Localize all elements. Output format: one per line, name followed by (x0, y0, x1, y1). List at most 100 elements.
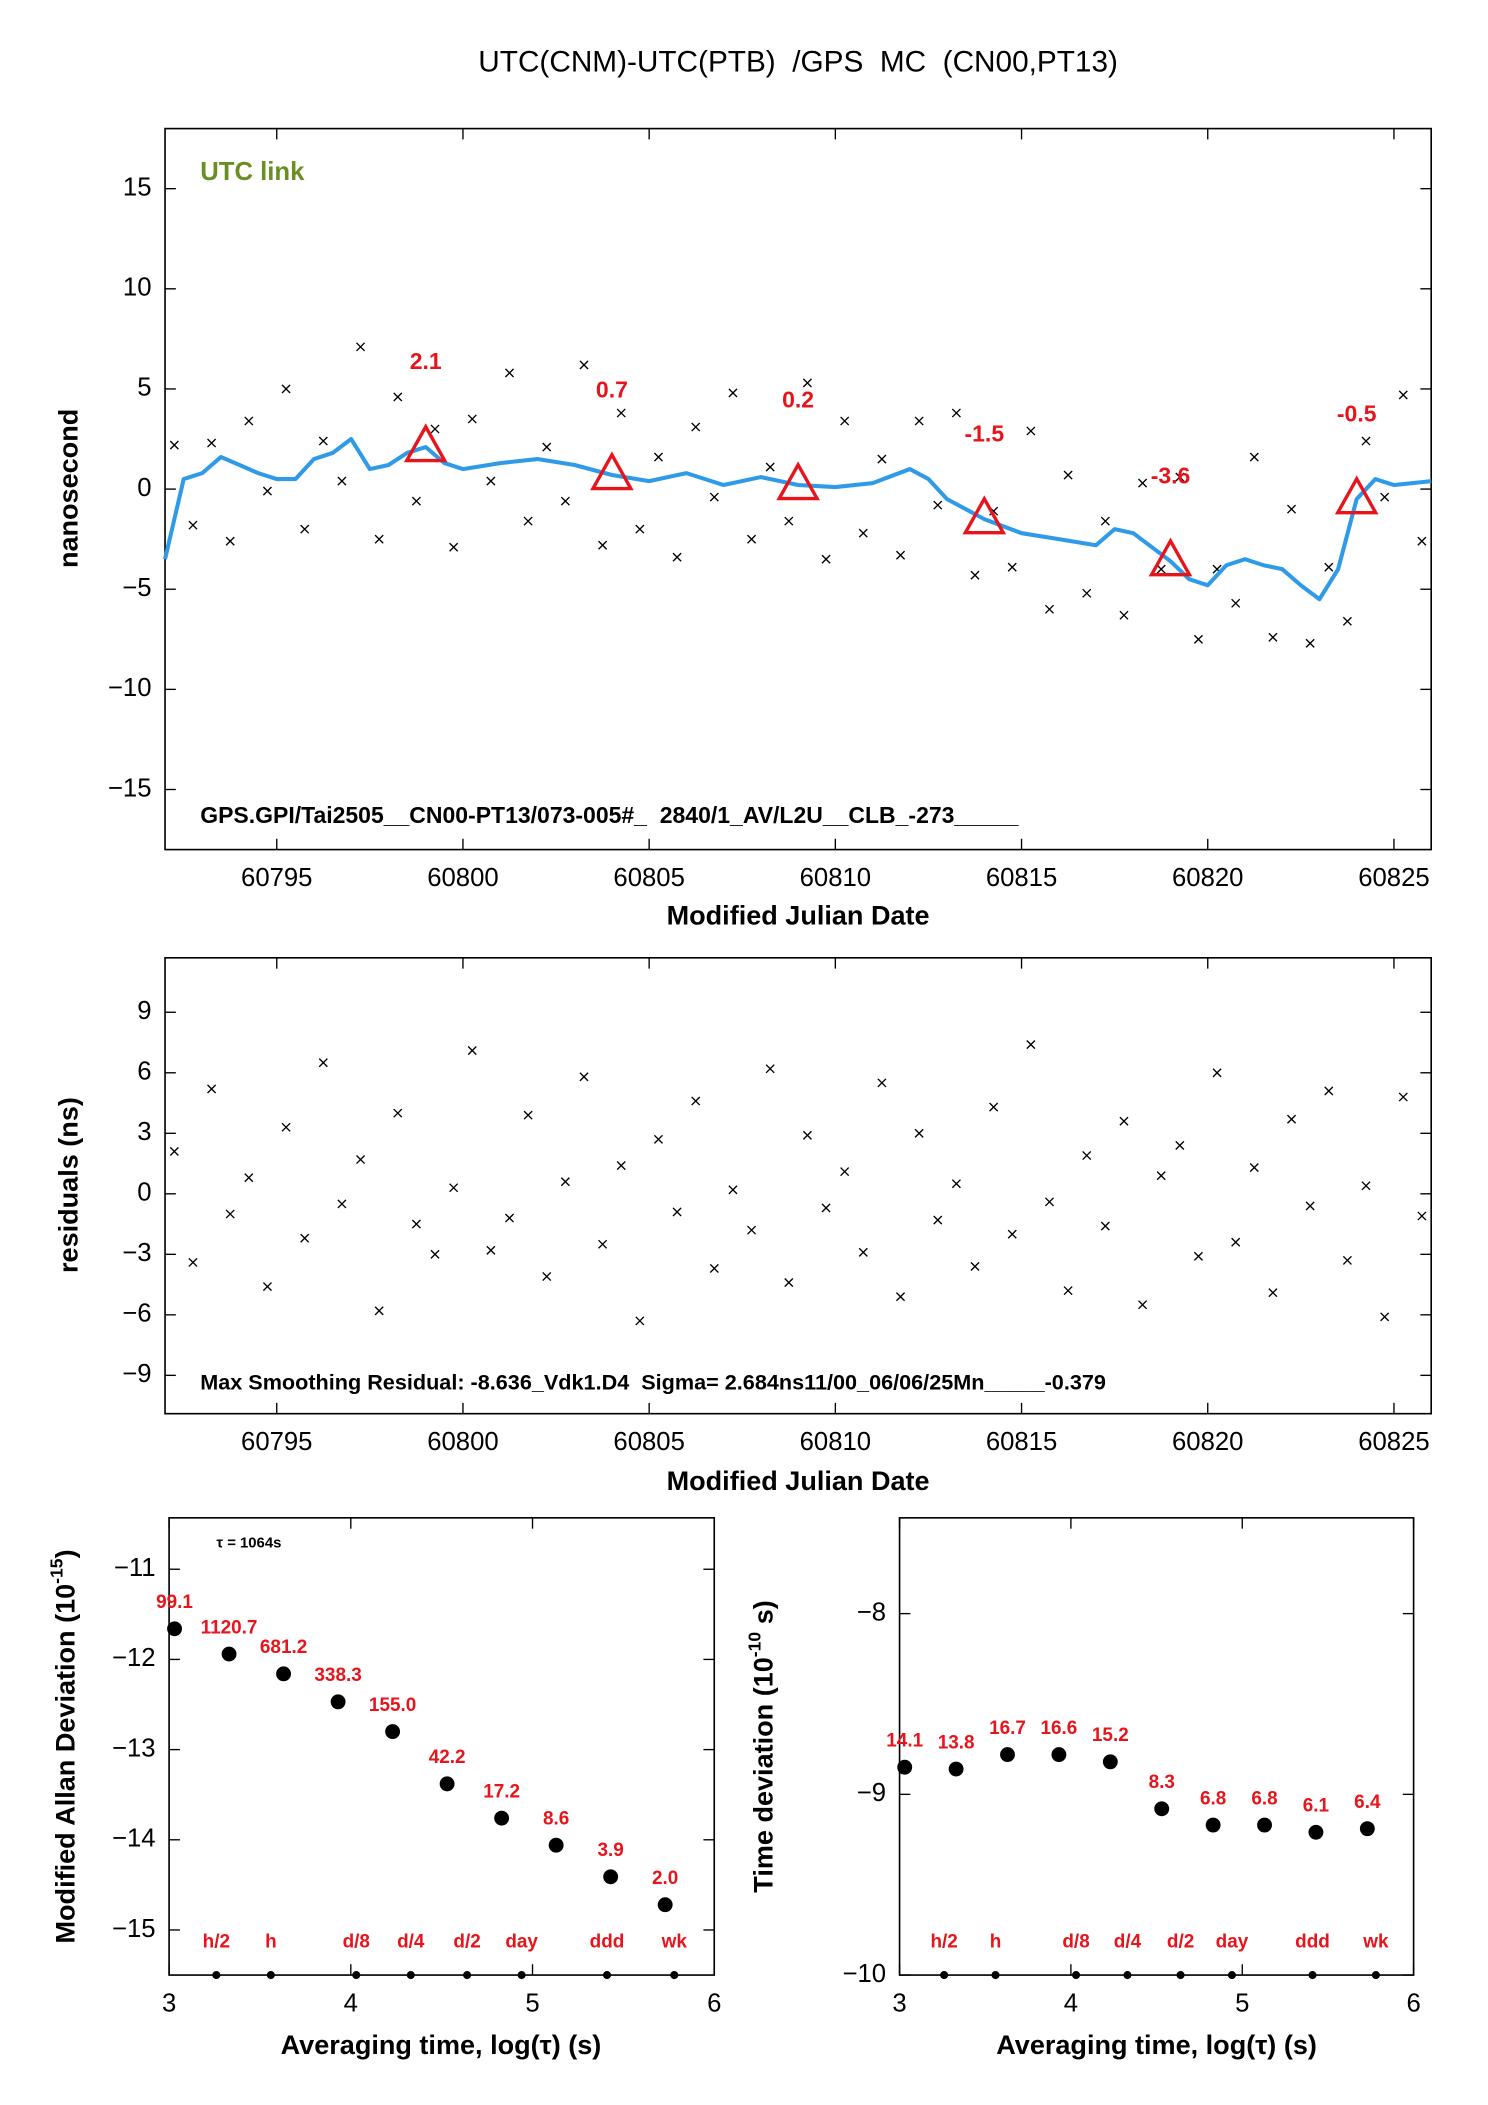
data-point (691, 422, 701, 432)
data-point (439, 1776, 455, 1792)
point-label: 2.0 (652, 1868, 678, 1889)
data-point (1193, 634, 1203, 644)
y-tick-label: −9 (857, 1779, 886, 1807)
y-axis-label: nanosecond (53, 409, 83, 568)
data-point (169, 1146, 179, 1156)
data-point (635, 524, 645, 534)
point-label: 15.2 (1092, 1725, 1129, 1746)
reference-mark (991, 1971, 1000, 1980)
data-point (1268, 1288, 1278, 1298)
value-label: 2.1 (410, 348, 442, 374)
x-tick-label: 6 (1406, 1990, 1420, 2018)
data-point (167, 1621, 182, 1637)
x-tick-label: 4 (1064, 1990, 1078, 2018)
data-point (1119, 610, 1129, 620)
data-point (784, 516, 794, 526)
data-point (523, 1110, 533, 1120)
y-tick-label: 0 (137, 1179, 151, 1207)
x-tick-label: 60825 (1358, 1428, 1429, 1456)
data-point (430, 1249, 440, 1259)
y-tick-label: 0 (137, 474, 151, 502)
data-point (560, 1177, 570, 1187)
point-label: 17.2 (483, 1781, 520, 1802)
data-point (281, 384, 291, 394)
data-point (1361, 1181, 1371, 1191)
data-point (1287, 1114, 1297, 1124)
data-point (933, 1215, 943, 1225)
x-axis-label: Averaging time, log(τ) (s) (996, 2030, 1317, 2060)
data-point (188, 1257, 198, 1267)
value-label: -3.6 (1151, 462, 1191, 488)
y-axis-label-part: Modified Allan Deviation (10 (51, 1584, 81, 1944)
y-tick-label: 9 (137, 997, 151, 1025)
x-axis-label: Averaging time, log(τ) (s) (281, 2030, 602, 2060)
data-point (1156, 1171, 1166, 1181)
data-point (1000, 1747, 1015, 1763)
y-tick-label: −6 (122, 1300, 151, 1328)
data-point (672, 552, 682, 562)
y-tick-label: 3 (137, 1118, 151, 1146)
point-label: 16.7 (989, 1718, 1026, 1739)
data-point (1138, 478, 1148, 488)
x-axis-label: Modified Julian Date (667, 900, 930, 930)
data-point (207, 1084, 217, 1094)
data-point (1100, 516, 1110, 526)
data-point (225, 536, 235, 546)
y-axis-label: Time deviation (10-10 s) (744, 1600, 779, 1892)
x-tick-label: 60805 (613, 864, 684, 892)
data-point (542, 442, 552, 452)
value-label: 0.2 (782, 386, 814, 412)
data-point (747, 534, 757, 544)
x-tick-label: 4 (344, 1990, 358, 2018)
x-tick-label: 60805 (613, 1428, 684, 1456)
reference-mark (212, 1971, 221, 1980)
value-label: 0.7 (596, 376, 628, 402)
reference-label: wk (1362, 1932, 1389, 1953)
x-tick-label: 60825 (1358, 864, 1429, 892)
point-label: 8.3 (1149, 1772, 1175, 1793)
point-label: 14.1 (886, 1731, 923, 1752)
data-point (1044, 604, 1055, 614)
data-point (374, 1306, 384, 1316)
data-point (877, 454, 887, 464)
data-point (1324, 562, 1334, 572)
data-point (1205, 1817, 1221, 1833)
data-point (1231, 1237, 1241, 1247)
data-point (1175, 472, 1185, 482)
reference-mark (1071, 1971, 1081, 1980)
data-point (840, 416, 850, 426)
data-point (467, 414, 477, 424)
data-point (1063, 1286, 1073, 1296)
data-point (635, 1316, 645, 1326)
data-point (356, 1154, 366, 1165)
data-point (728, 1185, 738, 1195)
point-label: 1120.7 (201, 1617, 258, 1638)
reference-mark (1371, 1971, 1380, 1980)
point-label: 6.8 (1251, 1788, 1277, 1809)
data-point (579, 1072, 589, 1082)
point-label: 3.9 (598, 1840, 624, 1861)
data-point (970, 1261, 980, 1271)
reference-mark (602, 1971, 612, 1980)
data-point (579, 360, 589, 370)
y-tick-label: −13 (112, 1734, 156, 1762)
reference-mark (1123, 1971, 1132, 1980)
data-point (486, 1245, 496, 1255)
data-point (598, 540, 608, 550)
data-point (221, 1646, 237, 1662)
data-point (523, 516, 533, 526)
point-label: 6.8 (1200, 1788, 1226, 1809)
data-point (1193, 1251, 1203, 1261)
reference-mark (266, 1971, 275, 1980)
plot-frame (168, 1517, 716, 1976)
data-point (169, 440, 179, 450)
data-point (494, 1810, 510, 1826)
x-tick-label: 60800 (427, 1428, 498, 1456)
plot-frame (898, 1517, 1415, 1976)
data-point (276, 1666, 292, 1682)
point-label: 155.0 (369, 1695, 416, 1716)
x-tick-label: 6 (707, 1990, 721, 2018)
data-point (951, 1179, 961, 1189)
data-point (948, 1761, 964, 1777)
